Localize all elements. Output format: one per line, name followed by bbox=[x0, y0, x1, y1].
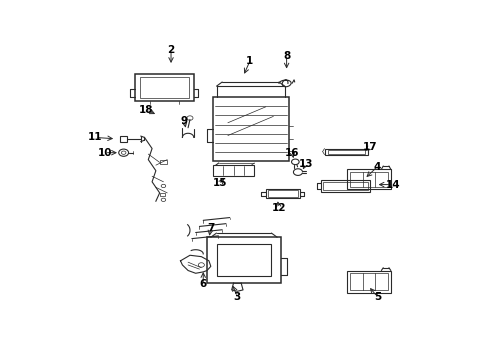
Bar bbox=[216, 244, 271, 276]
Bar bbox=[346, 270, 390, 293]
Text: 3: 3 bbox=[233, 292, 241, 302]
Text: 6: 6 bbox=[199, 279, 206, 289]
Text: 11: 11 bbox=[88, 132, 102, 143]
Bar bbox=[267, 190, 297, 197]
Bar bbox=[135, 74, 193, 102]
Bar bbox=[349, 273, 387, 291]
Bar bbox=[139, 77, 189, 98]
Text: 14: 14 bbox=[385, 180, 399, 190]
Text: 17: 17 bbox=[362, 142, 377, 152]
Text: 2: 2 bbox=[167, 45, 174, 55]
Bar bbox=[159, 161, 167, 164]
Text: 4: 4 bbox=[373, 162, 381, 172]
Bar bbox=[212, 165, 254, 176]
Text: 5: 5 bbox=[373, 292, 381, 302]
Text: 10: 10 bbox=[97, 148, 112, 158]
Bar bbox=[120, 135, 126, 142]
Text: 7: 7 bbox=[207, 222, 214, 233]
Text: 1: 1 bbox=[246, 56, 253, 66]
Bar bbox=[322, 182, 367, 190]
Bar bbox=[265, 189, 299, 198]
Text: 18: 18 bbox=[139, 105, 153, 115]
Bar bbox=[349, 172, 387, 186]
Text: 16: 16 bbox=[285, 148, 299, 158]
Text: 12: 12 bbox=[271, 203, 285, 213]
Bar bbox=[159, 193, 165, 195]
Text: 15: 15 bbox=[213, 178, 227, 188]
Text: 8: 8 bbox=[283, 51, 290, 61]
Bar bbox=[212, 97, 288, 161]
Bar bbox=[327, 150, 365, 153]
Bar bbox=[346, 169, 390, 189]
Bar bbox=[206, 237, 280, 283]
Bar bbox=[324, 149, 367, 155]
Bar bbox=[320, 180, 369, 192]
Text: 13: 13 bbox=[298, 159, 312, 169]
Text: 9: 9 bbox=[181, 116, 187, 126]
